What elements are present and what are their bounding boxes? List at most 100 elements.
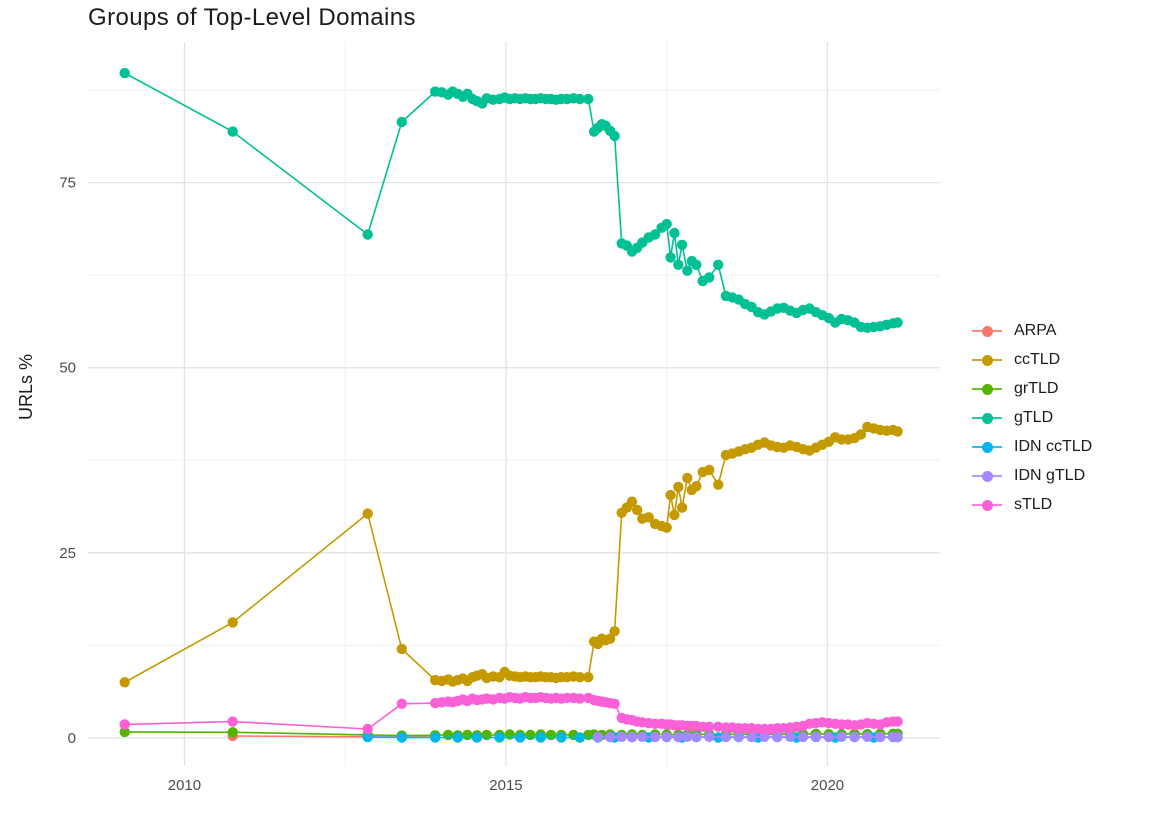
- legend-dot-icon: [982, 383, 993, 395]
- data-point: [362, 731, 373, 743]
- x-tick-label: 2010: [168, 777, 201, 794]
- x-tick-label: 2020: [811, 777, 844, 794]
- y-tick-label: 25: [59, 545, 76, 562]
- data-point: [583, 672, 594, 683]
- data-point: [849, 731, 860, 743]
- data-point: [665, 489, 676, 501]
- data-point: [396, 116, 407, 128]
- data-point: [227, 727, 238, 738]
- data-point: [119, 677, 130, 688]
- data-point: [592, 731, 604, 743]
- series-stld: [119, 692, 903, 735]
- data-point: [227, 716, 238, 727]
- data-point: [892, 716, 903, 727]
- legend-item-cctld: ccTLD: [972, 349, 1092, 370]
- data-point: [481, 729, 492, 741]
- legend-dot-icon: [982, 325, 993, 337]
- data-point: [669, 227, 680, 239]
- data-point: [626, 496, 638, 507]
- data-point: [875, 731, 886, 743]
- legend-item-idn-gtld: IDN gTLD: [972, 465, 1092, 486]
- legend-label: ccTLD: [1014, 350, 1061, 368]
- legend-key-icon: [972, 469, 1002, 483]
- data-point: [713, 721, 724, 732]
- data-point: [797, 731, 809, 743]
- series-cctld: [119, 421, 903, 688]
- data-point: [704, 731, 715, 742]
- data-point: [574, 693, 586, 704]
- data-point: [676, 502, 688, 513]
- legend-item-arpa: ARPA: [972, 320, 1092, 341]
- legend-key-icon: [972, 324, 1002, 338]
- legend-key-icon: [972, 353, 1002, 367]
- legend-item-grtld: grTLD: [972, 378, 1092, 399]
- data-point: [396, 698, 407, 709]
- data-point: [676, 239, 688, 250]
- data-point: [649, 731, 661, 743]
- data-point: [673, 259, 684, 270]
- legend-dot-icon: [982, 412, 993, 424]
- data-point: [631, 504, 643, 516]
- legend: ARPA ccTLD grTLD gTLD IDN ccTLD IDN gTLD sTLD: [972, 320, 1092, 515]
- data-point: [574, 672, 586, 683]
- data-point: [661, 731, 672, 742]
- legend-item-stld: sTLD: [972, 494, 1092, 515]
- data-point: [430, 732, 441, 743]
- data-point: [733, 731, 744, 742]
- legend-label: sTLD: [1014, 495, 1053, 513]
- data-point: [604, 731, 616, 743]
- data-point: [691, 259, 702, 270]
- data-point: [574, 93, 586, 105]
- legend-key-icon: [972, 411, 1002, 425]
- data-point: [691, 731, 702, 743]
- data-point: [119, 67, 130, 79]
- data-point: [661, 218, 672, 230]
- data-point: [682, 731, 693, 742]
- data-point: [583, 93, 594, 105]
- data-point: [514, 732, 526, 743]
- data-point: [227, 617, 238, 628]
- chart-title: Groups of Top-Level Domains: [88, 4, 416, 31]
- data-point: [609, 698, 620, 709]
- data-point: [556, 732, 567, 743]
- data-point: [682, 265, 693, 276]
- data-point: [362, 723, 373, 735]
- data-point: [810, 731, 822, 742]
- data-point: [892, 317, 903, 328]
- data-point: [362, 508, 373, 519]
- data-point: [452, 732, 463, 743]
- data-point: [823, 731, 834, 743]
- data-point: [574, 732, 586, 743]
- series-idn-gtld: [592, 731, 903, 743]
- legend-dot-icon: [982, 499, 993, 511]
- data-point: [442, 729, 454, 741]
- x-tick-label: 2015: [489, 777, 522, 794]
- y-tick-label: 50: [59, 360, 76, 377]
- y-tick-label: 75: [59, 175, 76, 192]
- legend-dot-icon: [982, 354, 993, 366]
- data-point: [713, 259, 724, 270]
- legend-label: ARPA: [1014, 321, 1057, 339]
- data-point: [704, 721, 715, 732]
- data-point: [626, 731, 638, 743]
- data-point: [119, 719, 130, 730]
- data-point: [691, 481, 702, 492]
- data-point: [649, 229, 661, 240]
- data-point: [785, 731, 796, 742]
- data-point: [862, 731, 873, 742]
- legend-label: grTLD: [1014, 379, 1059, 397]
- data-point: [665, 252, 676, 263]
- data-point: [609, 130, 620, 142]
- data-point: [396, 643, 407, 655]
- data-point: [673, 731, 684, 743]
- data-point: [462, 729, 473, 741]
- legend-item-idn-cctld: IDN ccTLD: [972, 436, 1092, 457]
- data-point: [759, 731, 770, 742]
- data-point: [637, 731, 648, 742]
- series-line: [124, 426, 898, 683]
- series-line: [124, 72, 898, 329]
- y-tick-label: 0: [68, 730, 76, 747]
- data-point: [535, 732, 546, 743]
- data-point: [669, 509, 680, 521]
- series-gtld: [119, 67, 903, 333]
